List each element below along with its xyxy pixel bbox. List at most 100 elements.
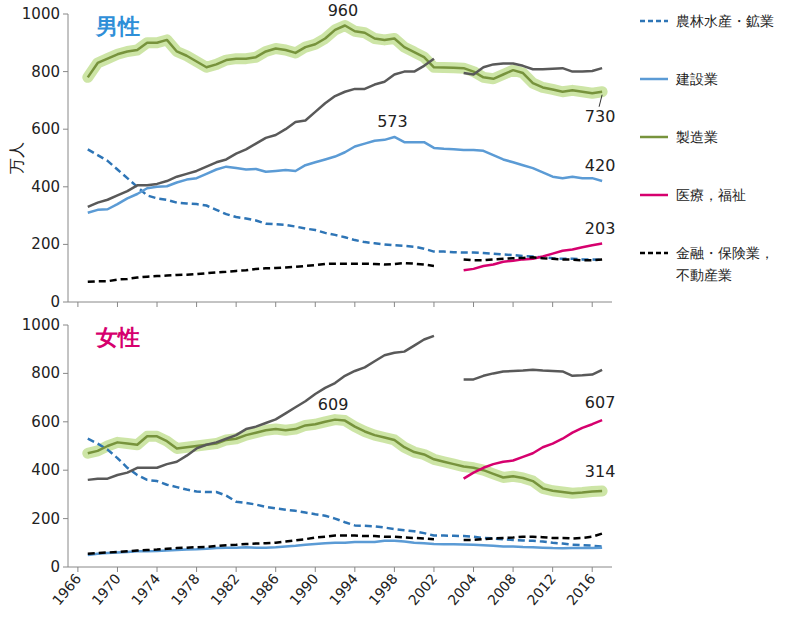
y-tick-label: 600 (31, 120, 60, 138)
series-line (88, 59, 602, 207)
series-line (88, 534, 602, 554)
x-tick-label: 2002 (405, 571, 440, 609)
legend-label: 医療，福祉 (676, 187, 746, 203)
y-tick-label: 0 (50, 293, 60, 311)
x-tick (592, 567, 593, 572)
legend-swatch (640, 252, 668, 255)
x-tick (433, 567, 434, 572)
x-tick (394, 567, 395, 572)
x-tick (315, 567, 316, 572)
y-tick-label: 400 (31, 461, 60, 479)
x-tick-label: 1994 (326, 571, 361, 609)
x-tick-label: 1966 (49, 571, 84, 609)
x-tick (77, 567, 78, 572)
legend-swatch (640, 78, 668, 81)
x-tick (236, 567, 237, 572)
x-tick (117, 567, 118, 572)
y-axis (68, 14, 69, 302)
y-tick-label: 200 (31, 235, 60, 253)
y-tick (63, 470, 68, 471)
x-axis (68, 567, 612, 568)
x-tick (473, 302, 474, 307)
y-tick-label: 800 (31, 364, 60, 382)
y-tick (63, 244, 68, 245)
series-line (88, 420, 602, 494)
x-tick (157, 302, 158, 307)
y-tick (63, 186, 68, 187)
x-tick-label: 1986 (247, 571, 282, 609)
plot-area (88, 336, 602, 555)
x-tick (513, 302, 514, 307)
annotation: 420 (585, 156, 616, 175)
x-tick (552, 302, 553, 307)
y-axis (68, 325, 69, 567)
x-tick-label: 2004 (445, 571, 480, 609)
legend-label-line: 金融・保険業， (676, 245, 774, 261)
x-axis (68, 302, 612, 303)
x-tick (275, 302, 276, 307)
annotation: 607 (585, 393, 616, 412)
series-line (88, 257, 602, 281)
y-tick (63, 71, 68, 72)
x-tick (433, 302, 434, 307)
x-tick (196, 567, 197, 572)
y-tick-label: 800 (31, 63, 60, 81)
y-tick (63, 373, 68, 374)
y-tick-label: 1000 (22, 316, 60, 334)
legend-label-line: 不動産業 (676, 267, 732, 283)
annotation: 314 (585, 462, 616, 481)
legend: 農林水産・鉱業建設業製造業医療，福祉金融・保険業， 不動産業 (640, 13, 774, 283)
y-tick-label: 400 (31, 178, 60, 196)
x-tick-label: 2012 (524, 571, 559, 609)
x-tick (275, 567, 276, 572)
y-tick (63, 518, 68, 519)
y-tick (63, 325, 68, 326)
legend-label-line: 農林水産・鉱業 (676, 13, 774, 29)
y-tick (63, 129, 68, 130)
legend-label: 農林水産・鉱業 (676, 13, 774, 29)
x-tick-label: 1970 (89, 571, 124, 609)
y-tick (63, 14, 68, 15)
y-tick-label: 600 (31, 413, 60, 431)
annotation: 960 (328, 1, 359, 20)
y-tick-label: 1000 (22, 5, 60, 23)
x-tick-label: 1982 (207, 571, 242, 609)
y-tick-label: 200 (31, 510, 60, 528)
chart-root: 02004006008001000万人960573730420203男性農林水産… (0, 0, 797, 631)
series-line (464, 420, 602, 479)
x-tick (552, 567, 553, 572)
panel-title: 女性 (95, 325, 140, 350)
x-tick (394, 302, 395, 307)
x-tick (196, 302, 197, 307)
annotation: 609 (318, 395, 349, 414)
legend-label: 製造業 (676, 129, 718, 145)
highlight-glow (88, 26, 602, 94)
legend-label-line: 医療，福祉 (676, 187, 746, 203)
y-tick (63, 567, 68, 568)
x-tick-label: 2008 (484, 571, 519, 609)
x-tick-label: 1978 (168, 571, 203, 609)
x-tick (157, 567, 158, 572)
legend-label-line: 建設業 (675, 71, 718, 87)
highlight-glow (88, 420, 602, 494)
y-axis-label: 万人 (7, 142, 26, 174)
x-tick (354, 567, 355, 572)
y-tick (63, 421, 68, 422)
x-tick-label: 1990 (286, 571, 321, 609)
panel-title: 男性 (95, 14, 140, 39)
annotation: 730 (585, 107, 616, 126)
legend-label: 金融・保険業， 不動産業 (676, 245, 774, 283)
x-tick (592, 302, 593, 307)
y-tick-label: 0 (50, 558, 60, 576)
x-tick-label: 1998 (366, 571, 401, 609)
legend-label-line: 製造業 (676, 129, 718, 145)
series-line (88, 26, 602, 94)
annotation-leader (599, 95, 602, 107)
x-tick (315, 302, 316, 307)
plot-area (88, 26, 602, 282)
x-tick (236, 302, 237, 307)
x-tick (77, 302, 78, 307)
x-tick-label: 1974 (128, 571, 163, 609)
annotation: 573 (377, 112, 408, 131)
x-tick (117, 302, 118, 307)
